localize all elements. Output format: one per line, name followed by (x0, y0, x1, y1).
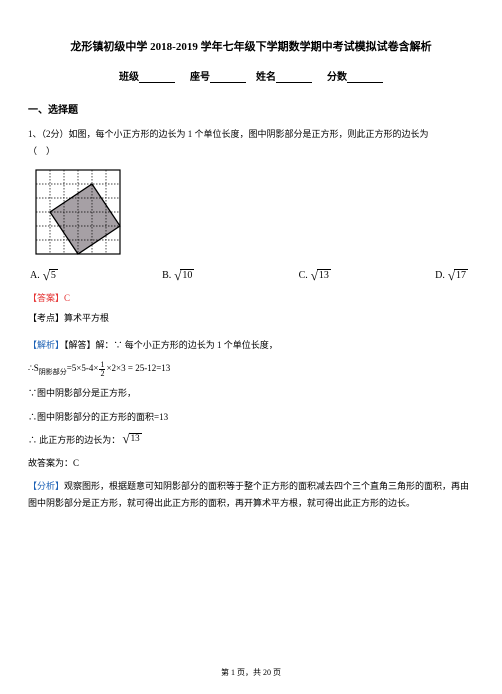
label-class: 班级 (119, 72, 139, 83)
opt-a-label: A. (30, 270, 40, 281)
kd-val: 算术平方根 (64, 313, 109, 323)
jx-1: 解：∵ 每个小正方形的边长为 1 个单位长度， (96, 340, 278, 350)
opt-d-label: D. (435, 270, 445, 281)
section-heading: 一、选择题 (28, 101, 474, 116)
opt-b-val: 10 (180, 269, 194, 281)
doc-title: 龙形镇初级中学 2018-2019 学年七年级下学期数学期中考试模拟试卷含解析 (28, 38, 474, 54)
option-d: D. √17 (435, 269, 468, 281)
blank-name (276, 72, 312, 83)
q1-figure (32, 166, 474, 261)
jx-label: 【解析】 (28, 340, 64, 350)
jx-s-pre: ∴S (28, 363, 39, 373)
blank-score (347, 72, 383, 83)
fx-label: 【分析】 (28, 481, 64, 491)
jx-6: 故答案为：C (28, 455, 474, 472)
q1-stem-1: 1、（2分）如图，每个小正方形的边长为 1 个单位长度，图中阴影部分是正方形，则… (28, 129, 429, 139)
jx-s-calc: =5×5-4× (67, 363, 99, 373)
jx-s-tail: ×2×3 = 25-12=13 (106, 363, 170, 373)
fill-line: 班级 座号 姓名 分数 (28, 68, 474, 83)
opt-b-label: B. (162, 270, 171, 281)
jx-3: ∵图中阴影部分是正方形， (28, 385, 474, 402)
option-a: A. √5 (30, 269, 58, 281)
option-b: B. √10 (162, 269, 194, 281)
jx-4: ∴图中阴影部分的正方形的面积=13 (28, 409, 474, 426)
blank-seat (210, 72, 246, 83)
jd-label: 【解答】 (64, 340, 96, 350)
jx-5: ∴ 此正方形的边长为： √13 (28, 432, 474, 449)
kd-label: 【考点】 (28, 313, 64, 323)
jx-5-pre: ∴ 此正方形的边长为： (28, 435, 120, 445)
opt-a-val: 5 (49, 269, 58, 281)
jx-s-sub: 阴影部分 (39, 368, 67, 376)
answer-label: 【答案】 (28, 293, 64, 303)
opt-d-val: 17 (454, 269, 468, 281)
jx-5-val: 13 (129, 433, 142, 444)
answer-line: 【答案】C (28, 291, 474, 304)
q1-stem: 1、（2分）如图，每个小正方形的边长为 1 个单位长度，图中阴影部分是正方形，则… (28, 126, 474, 160)
opt-c-label: C. (299, 270, 308, 281)
fraction-icon: 12 (99, 361, 105, 378)
q1-options: A. √5 B. √10 C. √13 D. √17 (28, 269, 474, 281)
q1-stem-2: （ ） (28, 146, 55, 156)
label-seat: 座号 (190, 72, 210, 83)
jiexi: 【解析】【解答】解：∵ 每个小正方形的边长为 1 个单位长度， (28, 337, 474, 354)
fenxi: 【分析】观察图形，根据题意可知阴影部分的面积等于整个正方形的面积减去四个三个直角… (28, 478, 474, 512)
label-name: 姓名 (256, 72, 276, 83)
option-c: C. √13 (299, 269, 331, 281)
fx-text: 观察图形，根据题意可知阴影部分的面积等于整个正方形的面积减去四个三个直角三角形的… (28, 481, 469, 508)
jx-s: ∴S阴影部分=5×5-4×12×2×3 = 25-12=13 (28, 360, 474, 379)
opt-c-val: 13 (317, 269, 331, 281)
label-score: 分数 (327, 72, 347, 83)
page-footer: 第 1 页，共 20 页 (0, 667, 502, 678)
answer-val: C (64, 293, 70, 303)
blank-class (139, 72, 175, 83)
kaodian: 【考点】算术平方根 (28, 310, 474, 327)
